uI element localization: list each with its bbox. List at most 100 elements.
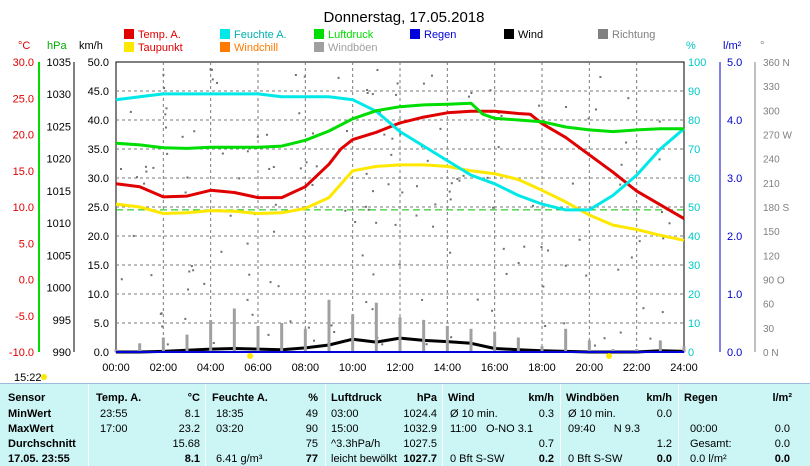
wind-tick-label: 40.0: [88, 115, 109, 127]
temp-value: 8.1: [184, 453, 200, 465]
table-divider: [678, 384, 679, 466]
humidity-tick-label: 70: [688, 144, 700, 156]
humidity-tick-label: 50: [688, 202, 700, 214]
rain-tick-label: 0.0: [727, 347, 742, 359]
legend-swatch: [504, 29, 514, 39]
direction-dot: [456, 177, 459, 180]
wind-time: Ø 10 min.: [450, 408, 498, 420]
direction-dot: [246, 150, 249, 153]
humidity-tick-label: 60: [688, 173, 700, 185]
wind-value: 0.3: [538, 408, 554, 420]
direction-dot: [277, 285, 280, 288]
direction-dot: [120, 278, 123, 281]
direction-dot: [372, 190, 375, 193]
direction-dot: [492, 206, 495, 209]
wind-tick-label: 15.0: [88, 260, 109, 272]
direction-dot: [193, 130, 196, 133]
rain-value: 0.0: [774, 453, 790, 465]
header-temp-unit: °C: [187, 392, 200, 404]
direction-axis-label: °: [760, 40, 764, 52]
humidity-value: 77: [305, 453, 318, 465]
gust-bar: [635, 349, 639, 352]
direction-dot: [372, 273, 375, 276]
direction-dot: [272, 166, 275, 169]
header-gust-unit: km/h: [646, 392, 672, 404]
direction-tick-label: 120: [763, 251, 780, 262]
rain-tick-label: 5.0: [727, 57, 742, 69]
direction-dot: [448, 190, 451, 193]
direction-tick-label: 330: [763, 82, 780, 93]
direction-dot: [458, 179, 461, 182]
pressure-axis-label: hPa: [47, 40, 67, 52]
time-tick-label: 04:00: [197, 362, 225, 374]
wind-tick-label: 45.0: [88, 86, 109, 98]
sun-marker: [606, 353, 613, 359]
pressure-value: 1027.5: [403, 438, 437, 450]
direction-dot: [184, 191, 187, 194]
direction-dot: [390, 153, 393, 156]
direction-dot: [203, 282, 206, 285]
gust-bar: [611, 349, 615, 352]
gust-bar: [540, 346, 544, 352]
direction-dot: [365, 301, 368, 304]
header-wind: Wind: [448, 392, 475, 404]
direction-tick-label: 180 S: [763, 203, 789, 214]
direction-dot: [425, 343, 428, 346]
sun-markers: 15:22: [14, 353, 613, 383]
wind-axis-label: km/h: [79, 40, 103, 52]
gust-max: N 9.3: [613, 423, 640, 435]
header-temp: Temp. A.: [96, 392, 142, 404]
chart-title: Donnerstag, 17.05.2018: [324, 9, 485, 26]
gust-bar: [564, 328, 568, 352]
direction-dot: [246, 298, 249, 301]
gust-value: 0.0: [656, 453, 672, 465]
direction-dot: [186, 176, 189, 179]
humidity-value: 75: [305, 438, 318, 450]
direction-dot: [470, 92, 473, 95]
direction-dot: [532, 204, 535, 207]
direction-dot: [333, 330, 336, 333]
direction-dot: [603, 337, 606, 340]
series-line-1: [115, 163, 685, 242]
direction-dot: [450, 182, 453, 185]
time-tick-label: 12:00: [386, 362, 414, 374]
direction-dot: [625, 141, 628, 144]
direction-dot: [426, 159, 429, 162]
time-tick-label: 02:00: [150, 362, 178, 374]
gust-bar: [327, 299, 331, 352]
wind-max: O-NO 3.1: [486, 423, 534, 435]
pressure-tick-label: 1020: [47, 154, 71, 166]
direction-dot: [450, 336, 453, 339]
direction-dot: [467, 95, 470, 98]
pressure-time: 15:00: [331, 423, 359, 435]
direction-tick-label: 360 N: [763, 58, 790, 69]
chart-series: [114, 92, 686, 354]
direction-dot: [354, 220, 357, 223]
direction-dot: [387, 183, 390, 186]
direction-dot: [164, 126, 167, 129]
humidity-axis-label: %: [686, 40, 696, 52]
direction-dot: [619, 331, 622, 334]
direction-tick-label: 240: [763, 155, 780, 166]
temp-value: 15.68: [172, 438, 200, 450]
header-rain: Regen: [684, 392, 718, 404]
rain-axis-label: l/m²: [723, 40, 742, 52]
direction-dot: [565, 105, 568, 108]
humidity-value: 49: [305, 408, 318, 420]
header-humidity-unit: %: [308, 392, 318, 404]
temp-value: 23.2: [178, 423, 200, 435]
wind-value: 0.7: [538, 438, 554, 450]
direction-dot: [422, 82, 425, 85]
gust-bar: [445, 325, 449, 352]
gust-bar: [114, 349, 118, 352]
pressure-tick-label: 1030: [47, 89, 71, 101]
legend-swatch: [314, 29, 324, 39]
direction-dot: [187, 288, 190, 291]
header-pressure: Luftdruck: [331, 392, 382, 404]
direction-dot: [135, 176, 138, 179]
humidity-tick-label: 0: [688, 347, 694, 359]
pressure-time: ^3.3hPa/h: [331, 438, 381, 450]
direction-dot: [298, 112, 301, 115]
legend-swatch: [220, 42, 230, 52]
direction-dot: [563, 322, 566, 325]
